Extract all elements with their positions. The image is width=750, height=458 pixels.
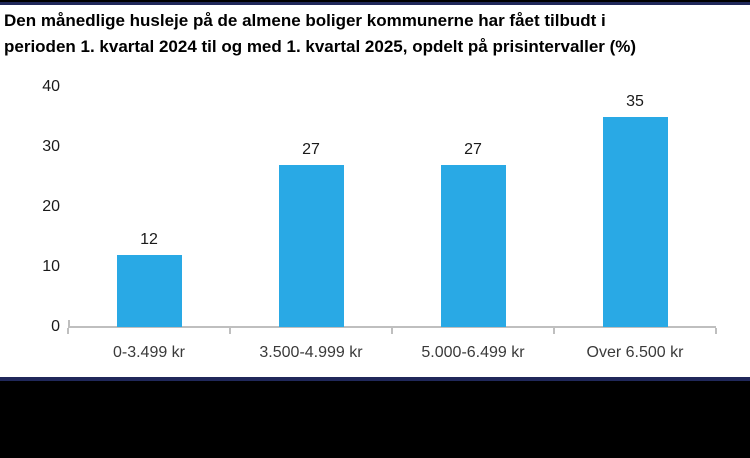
chart-title: Den månedlige husleje på de almene bolig… [4,8,744,60]
bar [440,165,506,327]
chart-title-line2: perioden 1. kvartal 2024 til og med 1. k… [4,37,637,56]
bottom-navy-rule [0,377,750,381]
y-axis-tick-label: 10 [42,258,60,275]
bar-value-label: 35 [626,93,644,110]
x-axis-tick [715,328,717,334]
bar-value-label: 27 [302,141,320,158]
bar-chart-plot-area: 0 10 20 30 40 12 0-3.499 kr 27 3.500-4.999 kr 27 5… [42,78,717,361]
x-axis-tick [229,328,231,334]
bar-value-label: 12 [140,231,158,248]
x-axis-tick [67,328,69,334]
x-axis-category-label: 3.500-4.999 kr [259,344,363,361]
x-axis-line [68,326,716,328]
bottom-black-band [0,381,750,458]
y-axis-tick-label: 20 [42,198,60,215]
x-axis-tick [391,328,393,334]
top-black-rule [0,0,750,2]
x-axis-category-label: 0-3.499 kr [112,344,186,361]
chart-title-line1: Den månedlige husleje på de almene bolig… [4,11,606,30]
y-axis-tick-label: 40 [42,78,60,95]
x-axis-category-label: 5.000-6.499 kr [421,344,525,361]
y-axis-tick-label: 0 [51,318,60,335]
bar [116,255,182,327]
x-axis-tick [553,328,555,334]
bar-value-label: 27 [464,141,482,158]
x-axis-category-label: Over 6.500 kr [586,344,684,361]
bar [602,117,668,327]
bar [278,165,344,327]
top-navy-rule [0,2,750,5]
y-axis-stub [68,320,70,328]
y-axis-tick-label: 30 [42,138,60,155]
